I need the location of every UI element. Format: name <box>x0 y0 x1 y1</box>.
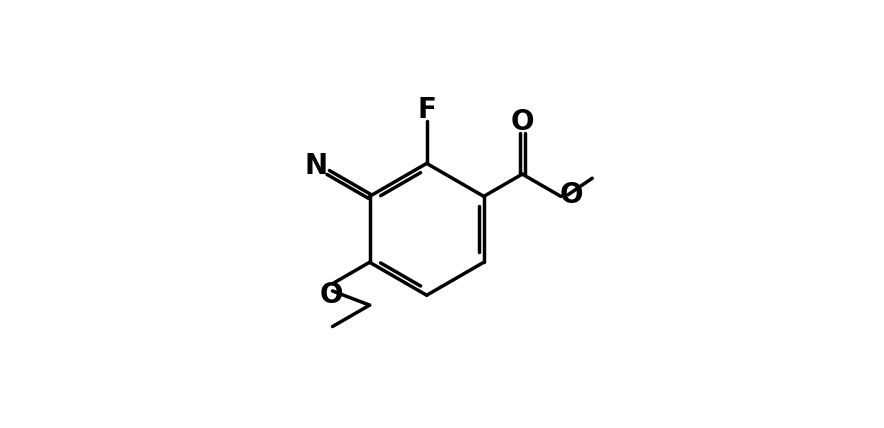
Text: F: F <box>417 96 436 124</box>
Text: O: O <box>320 281 344 309</box>
Text: O: O <box>511 108 534 136</box>
Text: O: O <box>560 181 583 209</box>
Text: N: N <box>305 152 328 180</box>
